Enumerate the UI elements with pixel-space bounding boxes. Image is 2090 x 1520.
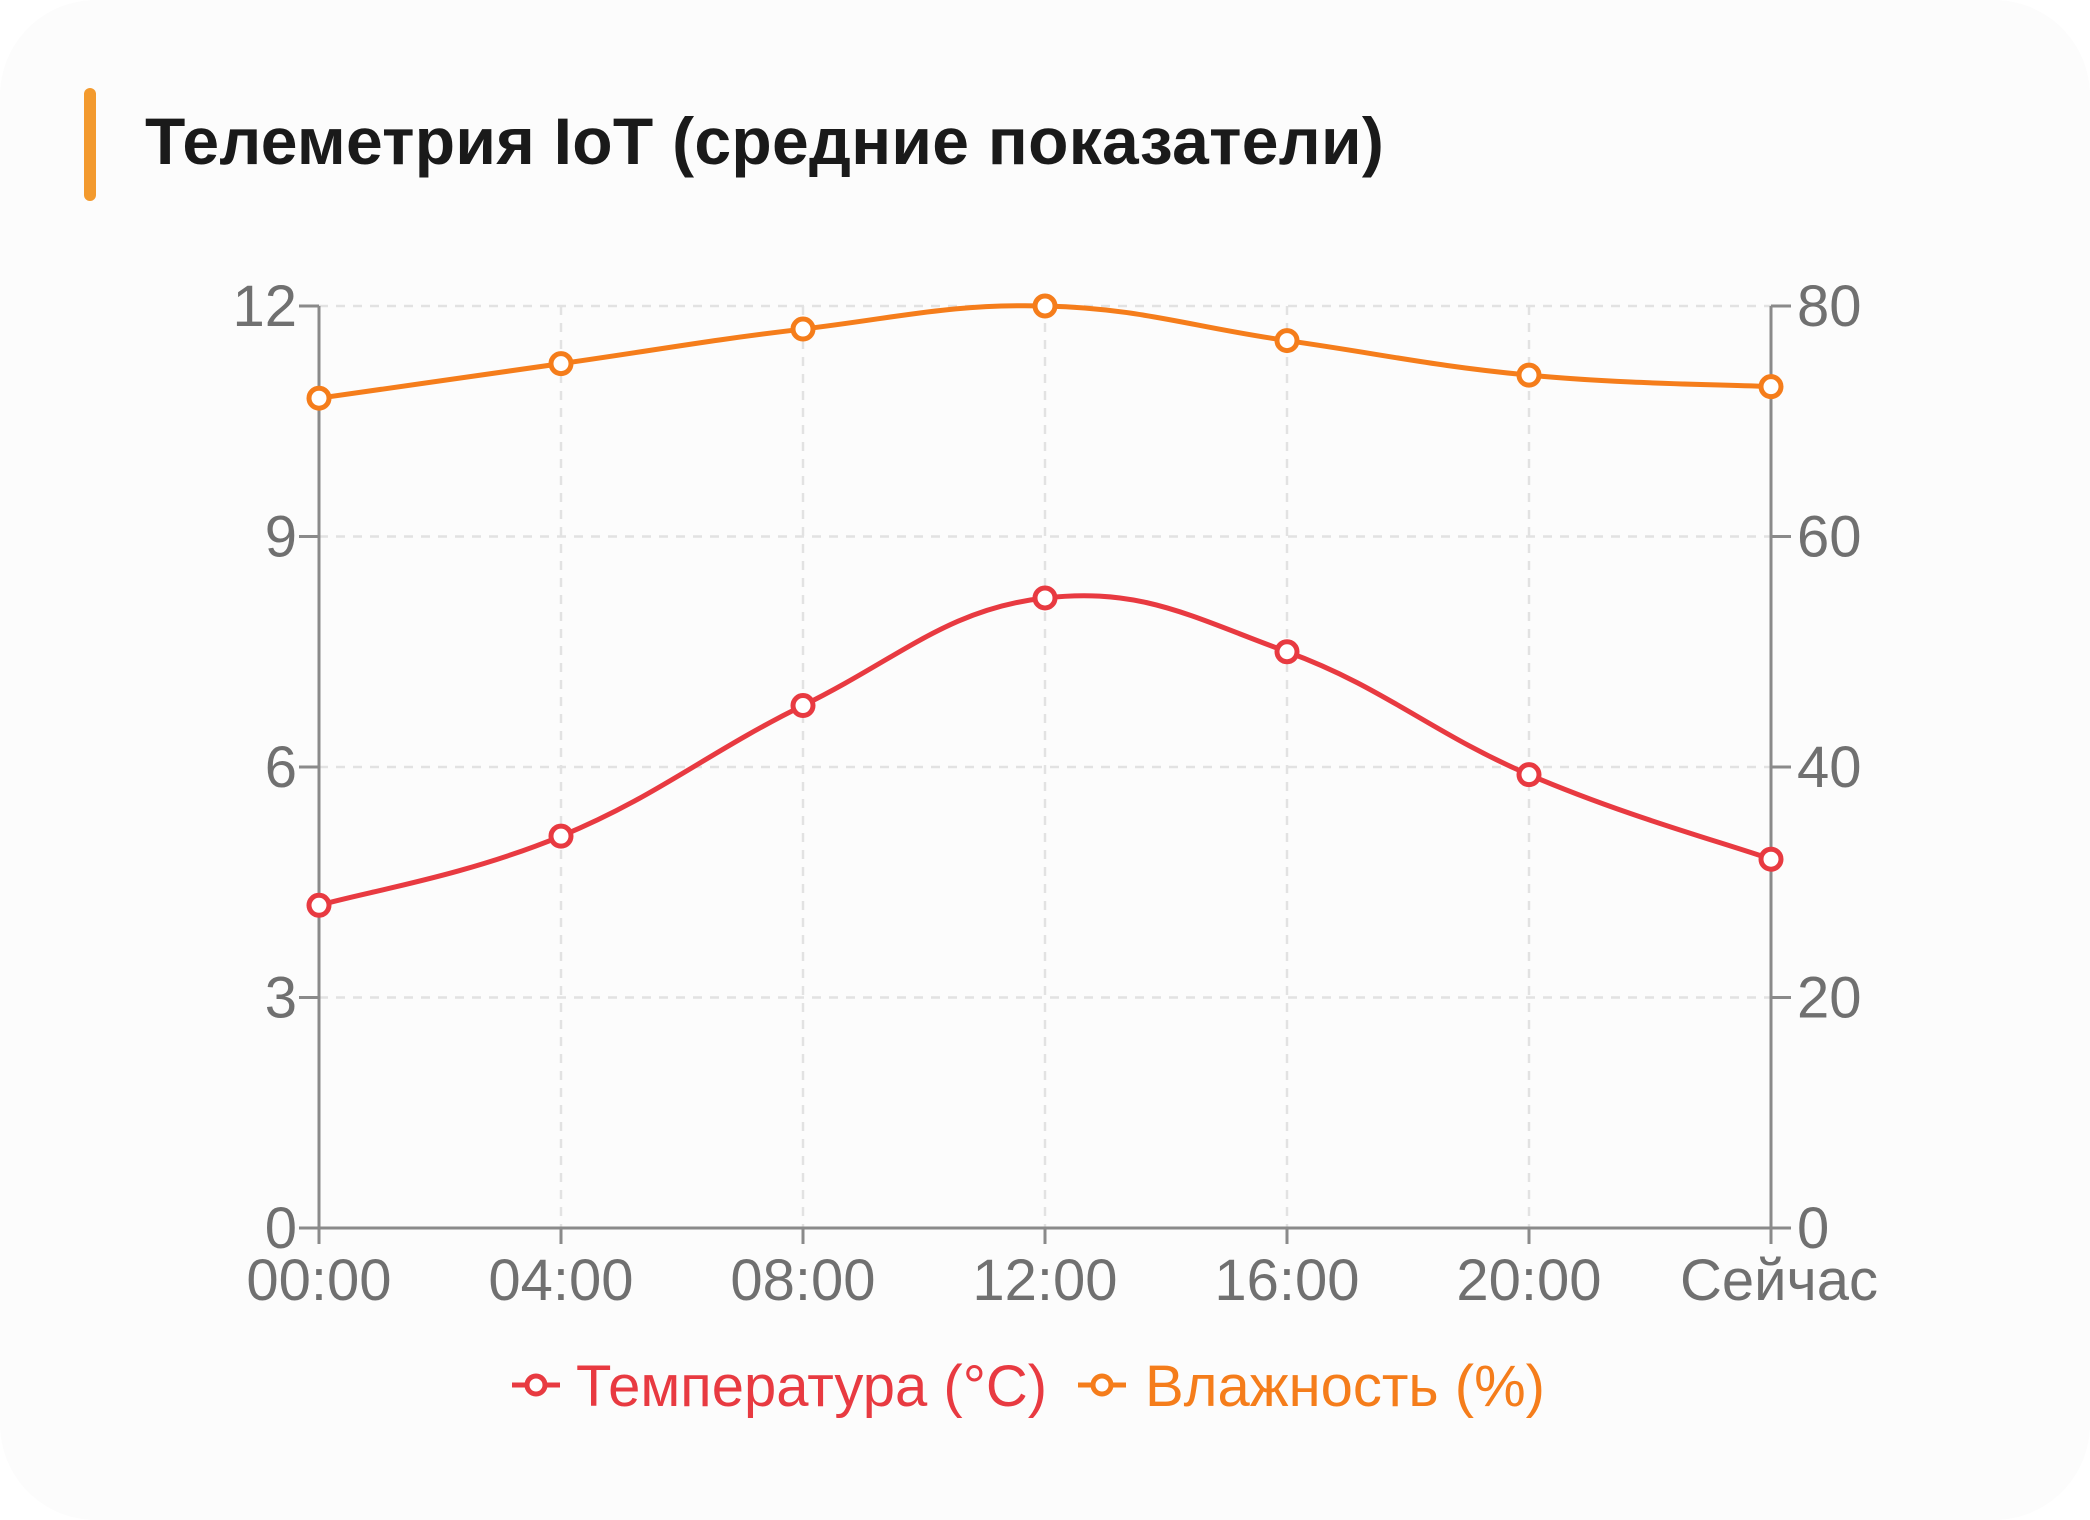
temperature-legend-marker xyxy=(524,1373,548,1397)
grid-lines xyxy=(319,304,1771,1228)
humidity-point xyxy=(1758,374,1784,400)
x-tick-label: 08:00 xyxy=(730,1248,875,1313)
temperature-point xyxy=(548,823,574,849)
humidity-point xyxy=(548,351,574,377)
x-tick-label: 16:00 xyxy=(1214,1248,1359,1313)
x-tick-label: Сейчас xyxy=(1680,1248,1878,1313)
chart-legend: Температура (°C) Влажность (%) xyxy=(512,1354,1545,1419)
temperature-point xyxy=(1032,585,1058,611)
humidity-point xyxy=(1274,328,1300,354)
y-left-tick-label: 3 xyxy=(265,966,297,1031)
humidity-point xyxy=(790,316,816,342)
x-tick-label: 00:00 xyxy=(246,1248,391,1313)
y-left-tick-label: 12 xyxy=(232,274,297,339)
x-tick-label: 12:00 xyxy=(972,1248,1117,1313)
chart-title: Телеметрия IoT (средние показатели) xyxy=(145,104,1385,178)
chart-axes: 0 3 6 9 12 0 20 40 60 80 00:00 04:00 08:00 12:00 16:00… xyxy=(232,274,1878,1313)
humidity-legend-label: Влажность (%) xyxy=(1145,1354,1545,1419)
temperature-point xyxy=(1516,762,1542,788)
x-tick-label: 20:00 xyxy=(1456,1248,1601,1313)
y-right-tick-label: 60 xyxy=(1797,505,1862,570)
y-right-tick-label: 80 xyxy=(1797,274,1862,339)
temperature-point xyxy=(1274,639,1300,665)
temperature-legend-label: Температура (°C) xyxy=(576,1354,1047,1419)
title-accent-bar xyxy=(84,88,96,201)
humidity-point xyxy=(1516,362,1542,388)
temperature-point xyxy=(306,892,332,918)
y-left-tick-label: 0 xyxy=(265,1196,297,1261)
y-right-tick-label: 20 xyxy=(1797,966,1862,1031)
y-left-tick-label: 9 xyxy=(265,505,297,570)
y-right-tick-label: 0 xyxy=(1797,1196,1829,1261)
humidity-line xyxy=(318,303,1772,401)
temperature-point xyxy=(1758,846,1784,872)
humidity-legend-marker xyxy=(1090,1373,1114,1397)
y-left-tick-label: 6 xyxy=(265,735,297,800)
y-right-tick-label: 40 xyxy=(1797,735,1862,800)
series-layer xyxy=(306,293,1784,918)
humidity-point xyxy=(306,385,332,411)
temperature-point xyxy=(790,693,816,719)
x-tick-label: 04:00 xyxy=(488,1248,633,1313)
humidity-point xyxy=(1032,293,1058,319)
